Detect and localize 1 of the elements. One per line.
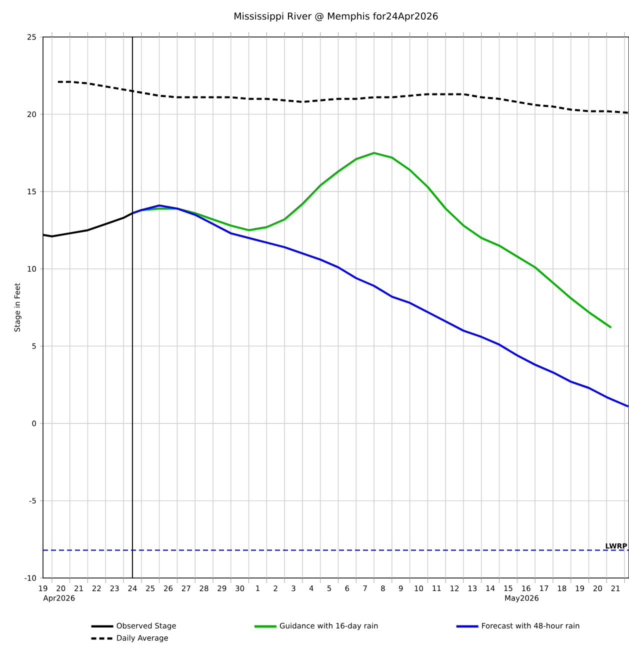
- chart-title: Mississippi River @ Memphis for24Apr2026: [234, 12, 438, 22]
